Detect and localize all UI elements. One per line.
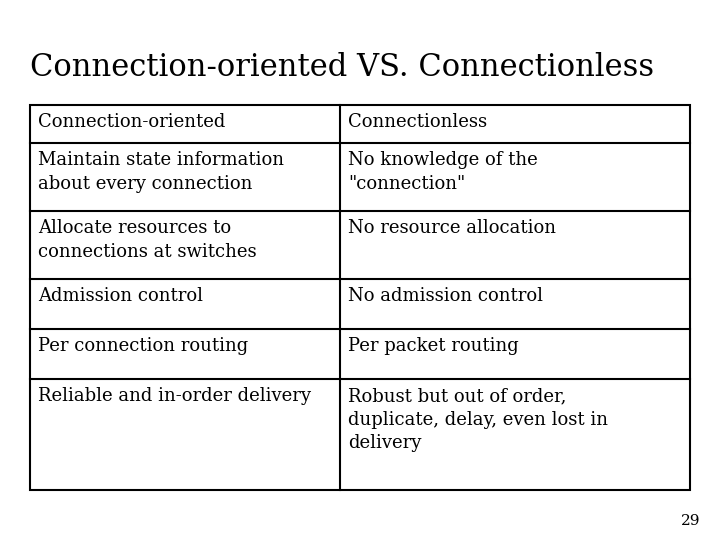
Text: Connection-oriented: Connection-oriented bbox=[38, 113, 225, 131]
Text: Per packet routing: Per packet routing bbox=[348, 337, 518, 355]
Text: Maintain state information
about every connection: Maintain state information about every c… bbox=[38, 151, 284, 193]
Bar bbox=[30, 105, 690, 490]
Text: No resource allocation: No resource allocation bbox=[348, 219, 556, 237]
Text: Connection-oriented VS. Connectionless: Connection-oriented VS. Connectionless bbox=[30, 52, 654, 84]
Text: No knowledge of the
"connection": No knowledge of the "connection" bbox=[348, 151, 538, 193]
Text: Allocate resources to
connections at switches: Allocate resources to connections at swi… bbox=[38, 219, 256, 261]
Text: Admission control: Admission control bbox=[38, 287, 203, 305]
Text: Connectionless: Connectionless bbox=[348, 113, 487, 131]
Text: No admission control: No admission control bbox=[348, 287, 543, 305]
Text: 29: 29 bbox=[680, 514, 700, 528]
Text: Reliable and in-order delivery: Reliable and in-order delivery bbox=[38, 387, 311, 405]
Text: Robust but out of order,
duplicate, delay, even lost in
delivery: Robust but out of order, duplicate, dela… bbox=[348, 387, 608, 452]
Text: Per connection routing: Per connection routing bbox=[38, 337, 248, 355]
